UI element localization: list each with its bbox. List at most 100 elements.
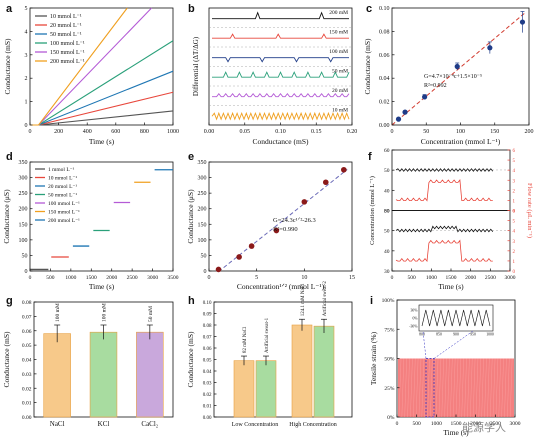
i-strain-texture <box>475 358 479 418</box>
i-strain-texture <box>430 358 433 418</box>
e-xtick-label: 0 <box>208 275 211 281</box>
e-data-point <box>273 227 280 234</box>
f-xtick-label: 500 <box>408 275 417 281</box>
d-xtick-label: 0 <box>29 275 32 281</box>
d-xlabel: Time (s) <box>89 282 115 291</box>
c-ytick-label: 0.08 <box>379 29 390 35</box>
c-r2: R²=0.992 <box>424 83 447 89</box>
f-xlabel: Time (s) <box>438 282 464 291</box>
i-strain-texture <box>410 358 413 418</box>
h-bar <box>233 360 255 418</box>
c-data-point <box>402 109 408 115</box>
i-strain-texture <box>398 358 402 418</box>
h-group-label: Low Concentration <box>232 422 279 428</box>
i-strain-texture <box>492 358 496 418</box>
h-ytick-label: 0.09 <box>203 313 212 318</box>
e-xlabel: Concentration¹ᐟ² (mmol L⁻¹) <box>237 282 325 291</box>
h-ylabel: Conductance (mS) <box>186 331 195 388</box>
i-xtick-label: 1000 <box>431 421 442 427</box>
e-data-point <box>248 243 255 249</box>
g-bar-label: 100 mM <box>55 303 61 322</box>
h-ytick-label: 0.10 <box>203 301 212 306</box>
a-plot-frame <box>29 7 174 126</box>
b-trace-label: 20 mM <box>332 88 348 94</box>
panel-i: i 30% 0% -30%800 850 900 950 1000 0 500 1000 1500 20… <box>369 295 521 437</box>
h-bar <box>255 360 277 418</box>
e-ytick-label: 300 <box>198 176 207 182</box>
f-right-tick-label: 3 <box>513 240 516 245</box>
f-ytick-label: 50 <box>384 229 390 235</box>
d-xtick-label: 1500 <box>86 275 97 281</box>
i-strain-texture <box>467 358 470 418</box>
watermark: 能源学人 <box>462 420 506 434</box>
h-bar <box>291 324 313 418</box>
a-ytick-label: 3 <box>25 53 28 59</box>
i-strain-texture <box>490 358 493 418</box>
f-ytick-label: 40 <box>384 249 390 255</box>
h-bar-label: 124.1 mM NaCl <box>301 283 306 316</box>
panel-e: e0 5 10 15050100150200250300350G=24.3c¹ᐟ²-2… <box>186 151 355 291</box>
i-inset-xtick: 900 <box>453 333 459 337</box>
f-right-tick-label: 1 <box>513 199 516 204</box>
a-xtick-label: 400 <box>83 129 92 135</box>
i-strain-texture <box>447 358 450 418</box>
i-zoom-window <box>425 358 435 418</box>
i-strain-texture <box>407 358 410 418</box>
d-ytick-label: 50 <box>22 253 28 259</box>
c-ytick-label: 0.00 <box>379 123 390 129</box>
f-right-tick-label: 0 <box>513 270 516 275</box>
d-legend-label: 20 mmol L⁻¹ <box>48 184 77 190</box>
g-ytick-label: 0.08 <box>22 300 32 306</box>
g-panel-letter: g <box>6 295 13 307</box>
d-legend-label: 150 mmol L⁻¹ <box>48 210 80 216</box>
panel-b: b 200 mM 150 mM 100 mM 50 mM 20 mM 10 mM 0.00 0.… <box>188 3 357 146</box>
i-inset-ytick: 30% <box>411 309 419 313</box>
h-ytick-label: 0.05 <box>203 359 212 364</box>
f-ytick-label: 60 <box>384 209 390 215</box>
f-ytick-label: 30 <box>384 269 390 275</box>
e-ytick-label: 150 <box>198 222 207 228</box>
i-ytick-label: 0% <box>387 415 395 421</box>
i-inset-ytick: -30% <box>409 325 418 329</box>
c-data-point <box>454 63 460 70</box>
f-xtick-label: 3000 <box>505 275 516 281</box>
i-strain-texture <box>504 358 507 418</box>
i-strain-texture <box>433 358 436 418</box>
g-bar <box>43 333 71 418</box>
e-ytick-label: 50 <box>201 253 207 259</box>
i-xtick-label: 2000 <box>470 421 481 427</box>
h-bar-label: 82 mM NaCl <box>243 326 248 353</box>
e-r2: R²=0.990 <box>273 226 298 233</box>
i-strain-texture <box>458 358 462 418</box>
f-right-tick-label: 5 <box>513 159 516 164</box>
i-ylabel: Tensile strain (%) <box>369 331 378 385</box>
h-bar <box>313 325 335 418</box>
f-ylabel-right: Flow rate (μL min⁻¹) <box>526 183 533 238</box>
d-xtick-label: 1000 <box>65 275 76 281</box>
e-data-point <box>236 254 242 260</box>
f-xtick-label: 2500 <box>485 275 496 281</box>
i-strain-texture <box>495 358 499 418</box>
f-ylabel-left: Concentration (mmol L⁻¹) <box>369 176 376 245</box>
a-xtick-label: 0 <box>29 129 32 135</box>
f-right-tick-label: 2 <box>513 250 516 255</box>
b-trace-label: 100 mM <box>329 49 348 55</box>
c-xtick-label: 50 <box>423 129 429 135</box>
h-ytick-label: 0.00 <box>203 416 212 421</box>
e-ytick-label: 350 <box>198 160 207 166</box>
i-strain-texture <box>427 358 430 418</box>
d-ytick-label: 150 <box>19 222 28 228</box>
f-concentration-trace <box>395 225 494 233</box>
g-ytick-label: 0.03 <box>22 372 32 378</box>
d-legend-label: 200 mmol L⁻¹ <box>48 218 80 224</box>
e-xtick-label: 15 <box>349 275 355 281</box>
g-ytick-label: 0.04 <box>22 358 32 364</box>
c-data-point <box>422 94 428 100</box>
c-xlabel: Concentration (mmol L⁻¹) <box>421 137 501 146</box>
i-strain-band <box>398 358 514 417</box>
i-strain-texture <box>484 358 487 418</box>
g-bar <box>136 331 164 418</box>
f-ytick-label: 50 <box>384 168 390 174</box>
i-strain-texture <box>461 358 464 418</box>
e-panel-letter: e <box>188 151 194 163</box>
